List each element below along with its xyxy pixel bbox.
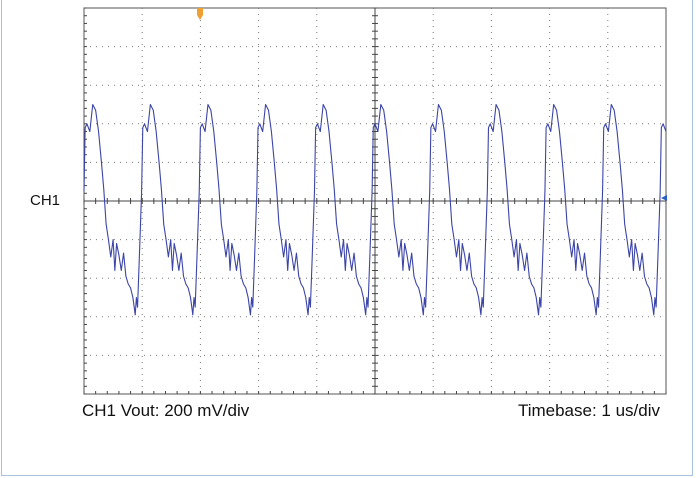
graticule (83, 7, 667, 395)
channel-label: CH1 (30, 192, 61, 209)
trigger-marker-icon (197, 8, 203, 20)
ch1-waveform-line (83, 103, 667, 316)
level-marker-icon (661, 195, 667, 201)
waveform-trace (83, 103, 667, 316)
vertical-scale-label: CH1 Vout: 200 mV/div (82, 401, 250, 420)
timebase-label: Timebase: 1 us/div (517, 401, 660, 420)
